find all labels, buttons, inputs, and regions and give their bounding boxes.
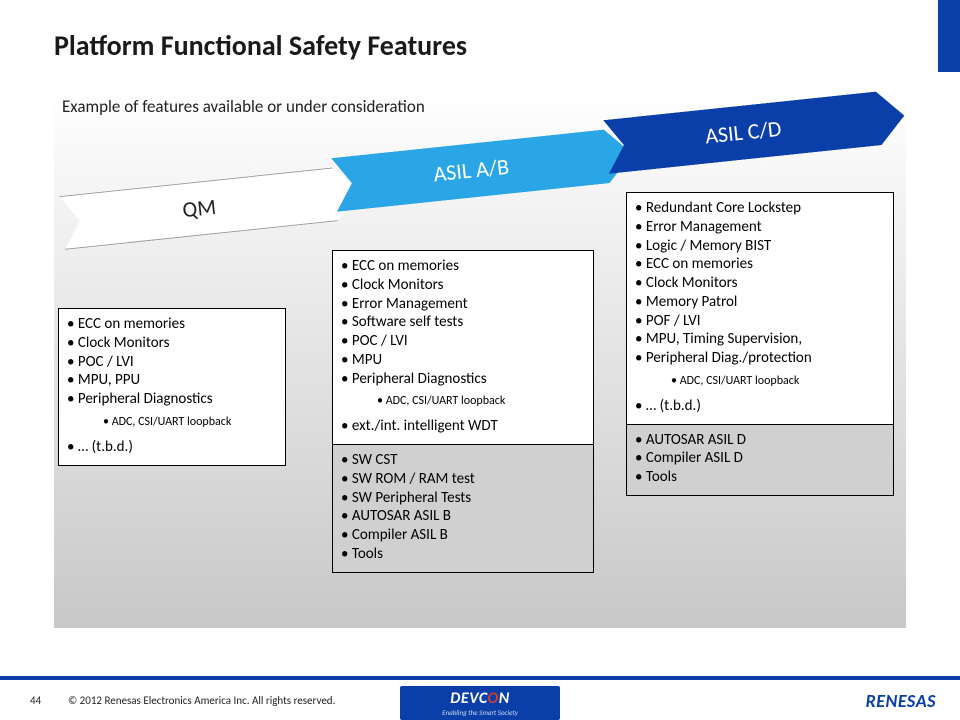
feature-item: ECC on memories — [341, 257, 585, 276]
accent-bar — [938, 0, 960, 72]
feature-subitem: ADC, CSI/UART loopback — [75, 415, 269, 430]
feature-subitem: ADC, CSI/UART loopback — [349, 394, 577, 409]
feature-item: POF / LVI — [635, 312, 885, 331]
feature-item: POC / LVI — [67, 353, 277, 372]
feature-item: MPU — [341, 351, 585, 370]
footer: 44 © 2012 Renesas Electronics America In… — [0, 676, 960, 720]
feature-item: Peripheral Diagnostics — [341, 370, 585, 389]
feature-item: Clock Monitors — [341, 276, 585, 295]
feature-item: Clock Monitors — [67, 334, 277, 353]
asil-arrow-label: ASIL C/D — [603, 91, 883, 174]
sw-item: SW Peripheral Tests — [341, 489, 585, 508]
copyright: © 2012 Renesas Electronics America Inc. … — [68, 694, 335, 707]
devcon-logo-text: DEVCON — [450, 691, 509, 707]
devcon-logo-sub: Enabling the Smart Society — [442, 709, 518, 716]
sw-item: Compiler ASIL B — [341, 526, 585, 545]
feature-list-cd: Redundant Core LockstepError ManagementL… — [627, 193, 893, 424]
feature-item: Redundant Core Lockstep — [635, 199, 885, 218]
sw-item: Tools — [635, 468, 885, 487]
feature-item: Logic / Memory BIST — [635, 237, 885, 256]
feature-item: Clock Monitors — [635, 274, 885, 293]
asil-arrow-label: ASIL A/B — [331, 129, 611, 212]
feature-box-cd: Redundant Core LockstepError ManagementL… — [626, 192, 894, 496]
asil-arrow-0: QM — [59, 165, 363, 250]
sw-item: SW ROM / RAM test — [341, 470, 585, 489]
sw-item: AUTOSAR ASIL D — [635, 431, 885, 450]
feature-item: ext./int. intelligent WDT — [341, 417, 585, 436]
feature-item: … (t.b.d.) — [67, 438, 277, 457]
feature-item: Error Management — [341, 295, 585, 314]
content-stage: Example of features available or under c… — [54, 90, 906, 628]
feature-item: MPU, Timing Supervision, — [635, 330, 885, 349]
sw-item: Compiler ASIL D — [635, 449, 885, 468]
feature-item: Error Management — [635, 218, 885, 237]
asil-arrow-label: QM — [59, 167, 339, 250]
page-number: 44 — [30, 694, 41, 707]
feature-item: Peripheral Diagnostics — [67, 390, 277, 409]
feature-item: POC / LVI — [341, 332, 585, 351]
feature-item: MPU, PPU — [67, 371, 277, 390]
sw-item: Tools — [341, 545, 585, 564]
feature-item: ECC on memories — [635, 255, 885, 274]
feature-item: ECC on memories — [67, 315, 277, 334]
sw-list-ab: SW CSTSW ROM / RAM testSW Peripheral Tes… — [333, 444, 593, 572]
feature-item: Software self tests — [341, 313, 585, 332]
asil-arrow-1: ASIL A/B — [331, 127, 635, 212]
sw-item: AUTOSAR ASIL B — [341, 507, 585, 526]
feature-list-ab: ECC on memoriesClock MonitorsError Manag… — [333, 251, 593, 444]
feature-item: Peripheral Diag./protection — [635, 349, 885, 368]
feature-box-qm: ECC on memoriesClock MonitorsPOC / LVIMP… — [58, 308, 286, 466]
asil-arrow-2: ASIL C/D — [603, 89, 907, 174]
sw-list-cd: AUTOSAR ASIL DCompiler ASIL DTools — [627, 424, 893, 495]
page-title: Platform Functional Safety Features — [54, 28, 467, 63]
feature-box-ab: ECC on memoriesClock MonitorsError Manag… — [332, 250, 594, 573]
feature-list-qm: ECC on memoriesClock MonitorsPOC / LVIMP… — [59, 309, 285, 465]
feature-item: Memory Patrol — [635, 293, 885, 312]
sw-item: SW CST — [341, 451, 585, 470]
feature-subitem: ADC, CSI/UART loopback — [643, 374, 877, 389]
renesas-logo: RENESAS — [866, 690, 936, 712]
subtitle: Example of features available or under c… — [62, 96, 425, 117]
devcon-logo: DEVCON Enabling the Smart Society — [400, 686, 560, 720]
feature-item: … (t.b.d.) — [635, 397, 885, 416]
